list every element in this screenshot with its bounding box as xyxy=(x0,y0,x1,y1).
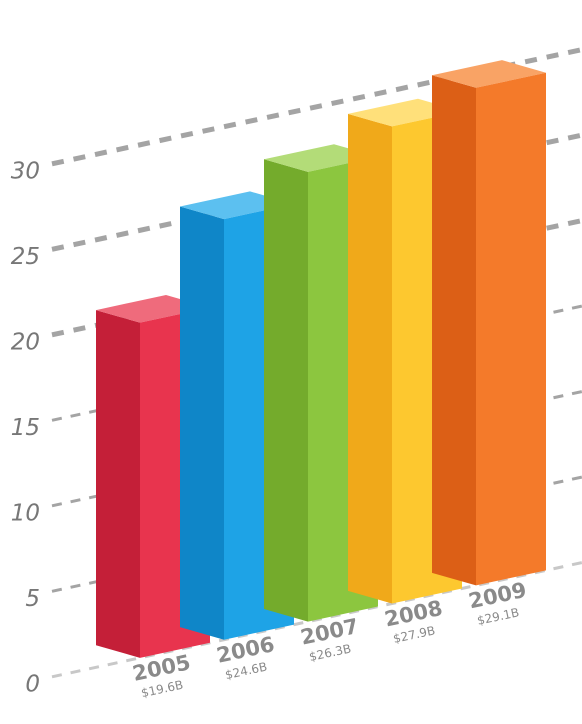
bars xyxy=(96,60,546,658)
bar-2009 xyxy=(432,60,546,586)
y-tick-label-10: 10 xyxy=(11,501,40,527)
y-tick-label-30: 30 xyxy=(11,159,40,185)
y-axis-ticks: 0 5 10 15 20 25 30 xyxy=(11,159,40,698)
y-tick-label-5: 5 xyxy=(25,586,40,612)
y-tick-label-25: 25 xyxy=(11,244,40,270)
bar-side-2005 xyxy=(96,310,140,658)
bar-top-2009 xyxy=(432,60,546,88)
bar-side-2007 xyxy=(264,159,308,622)
y-tick-label-20: 20 xyxy=(11,330,40,356)
bar-front-2009 xyxy=(476,72,546,586)
bar-side-2006 xyxy=(180,206,224,640)
gridline-0 xyxy=(51,561,582,679)
bar-side-2008 xyxy=(348,113,392,604)
bar-side-2009 xyxy=(432,75,476,586)
y-tick-label-0: 0 xyxy=(25,672,40,698)
y-tick-label-15: 15 xyxy=(11,415,40,441)
